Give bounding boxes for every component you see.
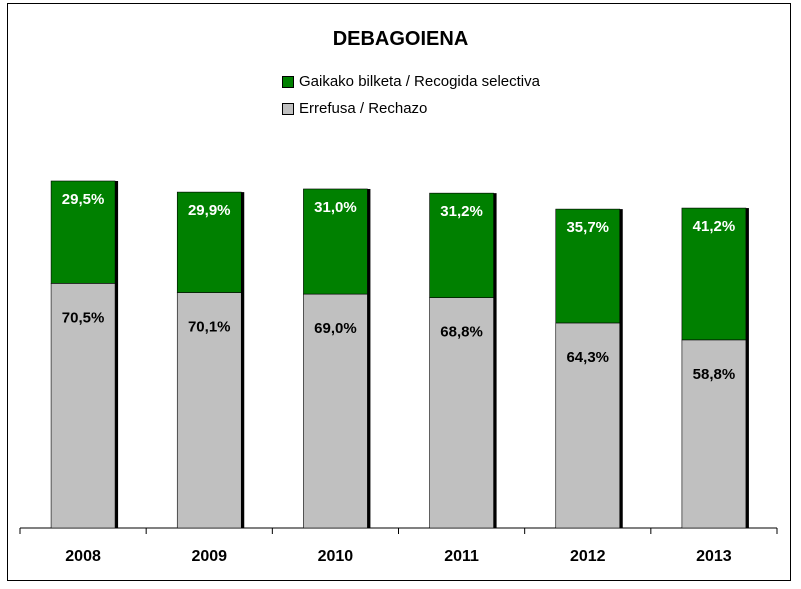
bar-segment-selective (555, 208, 621, 324)
data-label: 69,0% (314, 320, 357, 337)
bar-segment-selective (303, 188, 368, 295)
data-label: 29,5% (62, 191, 105, 208)
legend-label: Gaikako bilketa / Recogida selectiva (299, 73, 540, 90)
x-tick-label: 2010 (318, 548, 354, 565)
legend-item-rejection: Errefusa / Rechazo (282, 100, 427, 117)
bar-segment-rejection (303, 293, 368, 529)
data-label: 31,2% (440, 203, 483, 220)
data-label: 29,9% (188, 202, 231, 219)
data-label: 41,2% (693, 218, 736, 235)
bar-segment-rejection (681, 339, 747, 529)
legend-label: Errefusa / Rechazo (299, 100, 428, 117)
x-tick-label: 2013 (696, 548, 732, 565)
chart-title: DEBAGOIENA (332, 28, 469, 50)
x-tick-label: 2012 (570, 548, 606, 565)
bar-segment-rejection (429, 297, 494, 529)
data-label: 31,0% (314, 199, 357, 216)
bar-segment-rejection (176, 292, 242, 529)
bar-segment-selective (429, 192, 494, 298)
x-tick-label: 2011 (444, 548, 479, 565)
data-label: 68,8% (440, 324, 483, 341)
legend-swatch-gray (282, 102, 294, 115)
chart-frame (7, 3, 791, 581)
x-tick-label: 2009 (191, 548, 227, 565)
legend-swatch-green (282, 75, 294, 88)
x-tick-label: 2008 (65, 548, 101, 565)
data-label: 70,1% (188, 319, 231, 336)
data-label: 35,7% (566, 219, 609, 236)
bar-segment-selective (50, 180, 116, 284)
bar-segment-rejection (50, 283, 116, 529)
legend-item-selective: Gaikako bilketa / Recogida selectiva (282, 73, 540, 90)
bar-segment-rejection (555, 322, 621, 529)
bar-segment-selective (176, 191, 242, 293)
data-label: 58,8% (693, 366, 736, 383)
data-label: 70,5% (62, 309, 105, 326)
data-label: 64,3% (566, 349, 609, 366)
bar-segment-selective (681, 207, 747, 341)
